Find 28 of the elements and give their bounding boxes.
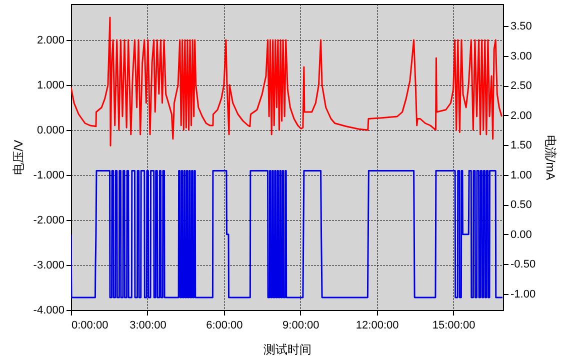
x-axis-title: 测试时间	[264, 342, 312, 356]
y-tick-label: -4.000	[33, 304, 64, 316]
y-tick-label: -2.000	[33, 214, 64, 226]
line-series	[71, 16, 502, 146]
x-tick-label: 15:00:00	[432, 320, 476, 332]
y2-tick-label: 2.00	[510, 110, 532, 122]
y2-tick-label: 1.00	[510, 169, 532, 182]
y-tick-label: 2.000	[36, 34, 64, 46]
y-tick-label: 1.000	[36, 80, 64, 92]
x-tick-label: 12:00:00	[356, 320, 399, 332]
x-tick-label: 9:00:00	[282, 320, 320, 332]
y2-axis-title: 电流/mA	[544, 134, 558, 180]
y2-tick-label: -1.00	[510, 288, 536, 300]
y-tick-label: -3.000	[33, 260, 64, 272]
y-axis-title: 电压/V	[11, 140, 26, 176]
y2-tick-label: 3.00	[510, 50, 532, 62]
y2-tick-label: 0.00	[510, 228, 532, 241]
x-tick-label: 0:00:00	[72, 320, 108, 332]
y2-tick-label: -0.50	[510, 258, 536, 271]
y2-tick-label: 3.50	[510, 20, 532, 33]
y-tick-label: 0.000	[36, 124, 64, 136]
y2-tick-label: 1.50	[510, 140, 532, 152]
y-tick-label: -1.000	[33, 170, 64, 182]
y2-tick-label: 2.50	[510, 80, 532, 92]
y2-tick-label: 0.50	[510, 199, 532, 212]
line-series	[71, 170, 503, 298]
x-tick-label: 3:00:00	[130, 320, 166, 332]
x-tick-label: 6:00:00	[206, 320, 243, 332]
